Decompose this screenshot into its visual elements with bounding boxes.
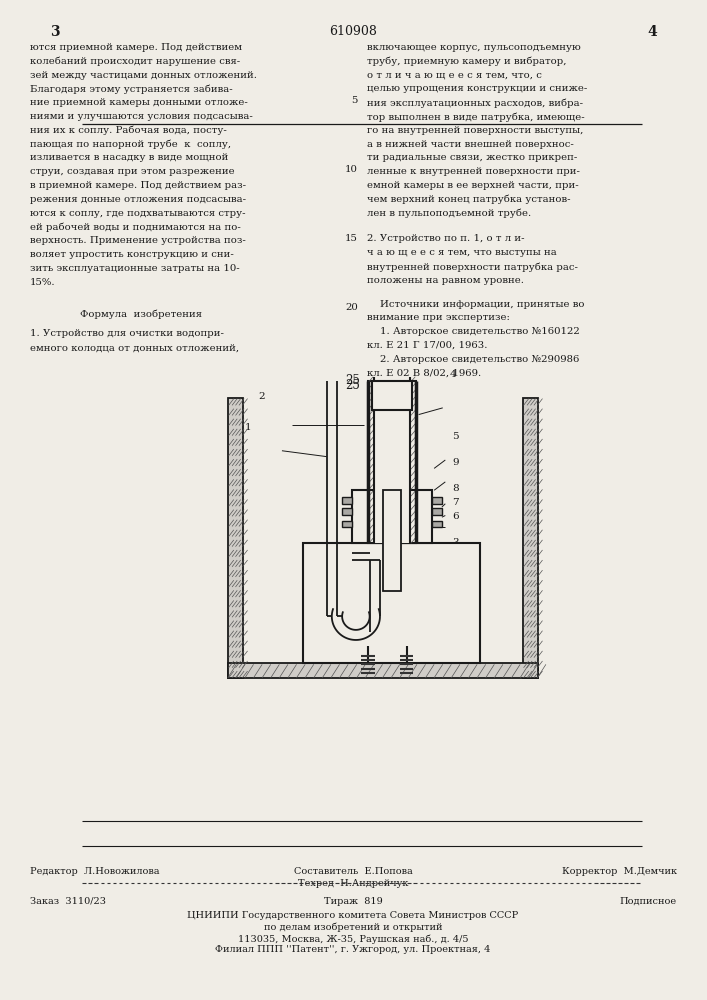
Text: положены на равном уровне.: положены на равном уровне. xyxy=(367,276,524,285)
Text: емной камеры в ее верхней части, при-: емной камеры в ее верхней части, при- xyxy=(367,181,578,190)
Text: в приемной камере. Под действием раз-: в приемной камере. Под действием раз- xyxy=(30,181,246,190)
Bar xyxy=(382,490,402,591)
Text: емного колодца от донных отложений,: емного колодца от донных отложений, xyxy=(30,343,239,352)
Text: 6: 6 xyxy=(452,512,459,521)
Text: 2. Авторское свидетельство №290986: 2. Авторское свидетельство №290986 xyxy=(367,355,579,364)
Text: целью упрощения конструкции и сниже-: целью упрощения конструкции и сниже- xyxy=(367,84,588,93)
Text: 610908: 610908 xyxy=(329,25,377,38)
Text: Подписное: Подписное xyxy=(620,897,677,906)
Text: кл. Е 02 В 8/02, 1969.: кл. Е 02 В 8/02, 1969. xyxy=(367,369,481,378)
Text: тор выполнен в виде патрубка, имеюще-: тор выполнен в виде патрубка, имеюще- xyxy=(367,112,585,121)
Text: верхность. Применение устройства поз-: верхность. Применение устройства поз- xyxy=(30,236,246,245)
Bar xyxy=(192,373,553,692)
Text: 1. Устройство для очистки водопри-: 1. Устройство для очистки водопри- xyxy=(30,329,224,338)
Text: 3: 3 xyxy=(452,538,459,547)
Text: 15%.: 15%. xyxy=(30,278,56,287)
Text: 2: 2 xyxy=(259,392,265,401)
Text: по делам изобретений и открытий: по делам изобретений и открытий xyxy=(264,923,443,932)
Text: 5: 5 xyxy=(351,96,358,105)
Text: го на внутренней поверхности выступы,: го на внутренней поверхности выступы, xyxy=(367,126,583,135)
Text: ниями и улучшаются условия подсасыва-: ниями и улучшаются условия подсасыва- xyxy=(30,112,252,121)
Text: 4: 4 xyxy=(450,370,457,379)
Text: 7: 7 xyxy=(452,498,459,507)
Text: Составитель  Е.Попова: Составитель Е.Попова xyxy=(293,867,412,876)
Bar xyxy=(431,508,442,515)
Text: ния их к соплу. Рабочая вода, посту-: ния их к соплу. Рабочая вода, посту- xyxy=(30,126,227,135)
Text: 1: 1 xyxy=(245,423,251,432)
Bar xyxy=(522,398,538,678)
Text: Благодаря этому устраняется забива-: Благодаря этому устраняется забива- xyxy=(30,84,233,94)
Text: ния эксплуатационных расходов, вибра-: ния эксплуатационных расходов, вибра- xyxy=(367,98,583,108)
Text: зей между частицами донных отложений.: зей между частицами донных отложений. xyxy=(30,71,257,80)
Bar xyxy=(372,381,411,410)
Text: лен в пульпоподъемной трубе.: лен в пульпоподъемной трубе. xyxy=(367,209,531,218)
Text: внутренней поверхности патрубка рас-: внутренней поверхности патрубка рас- xyxy=(367,262,578,271)
Bar xyxy=(368,381,416,543)
Bar xyxy=(353,490,431,543)
Text: 3: 3 xyxy=(50,25,59,39)
Text: о т л и ч а ю щ е е с я тем, что, с: о т л и ч а ю щ е е с я тем, что, с xyxy=(367,71,542,80)
Bar xyxy=(431,521,442,527)
Text: 5: 5 xyxy=(452,432,459,441)
Text: Корректор  М.Демчик: Корректор М.Демчик xyxy=(562,867,677,876)
Bar xyxy=(431,497,442,504)
Text: а в нижней части внешней поверхнос-: а в нижней части внешней поверхнос- xyxy=(367,140,574,149)
Text: 2. Устройство по п. 1, о т л и-: 2. Устройство по п. 1, о т л и- xyxy=(367,234,525,243)
Text: пающая по напорной трубе  к  соплу,: пающая по напорной трубе к соплу, xyxy=(30,140,231,149)
Text: 4: 4 xyxy=(647,25,657,39)
Text: включающее корпус, пульсоподъемную: включающее корпус, пульсоподъемную xyxy=(367,43,580,52)
Text: 10: 10 xyxy=(345,165,358,174)
Text: ти радиальные связи, жестко прикреп-: ти радиальные связи, жестко прикреп- xyxy=(367,153,577,162)
Text: трубу, приемную камеру и вибратор,: трубу, приемную камеру и вибратор, xyxy=(367,57,566,66)
Bar xyxy=(243,398,522,663)
Bar xyxy=(374,377,410,543)
Text: Источники информации, принятые во: Источники информации, принятые во xyxy=(367,300,585,309)
Bar xyxy=(342,508,353,515)
Text: 10: 10 xyxy=(462,662,475,671)
Text: ются к соплу, где подхватываются стру-: ются к соплу, где подхватываются стру- xyxy=(30,209,245,218)
Text: 8: 8 xyxy=(452,484,459,493)
Text: ей рабочей воды и поднимаются на по-: ей рабочей воды и поднимаются на по- xyxy=(30,222,241,232)
Text: режения донные отложения подсасыва-: режения донные отложения подсасыва- xyxy=(30,195,246,204)
Text: Формула  изобретения: Формула изобретения xyxy=(80,309,202,319)
Text: Тираж  819: Тираж 819 xyxy=(324,897,382,906)
Text: Заказ  3110/23: Заказ 3110/23 xyxy=(30,897,106,906)
Bar xyxy=(342,521,353,527)
Text: 25: 25 xyxy=(346,379,361,392)
Text: 20: 20 xyxy=(345,303,358,312)
Bar xyxy=(228,663,538,678)
Text: 15: 15 xyxy=(345,234,358,243)
Text: Техред  Н.Андрейчук: Техред Н.Андрейчук xyxy=(298,879,408,888)
Text: Редактор  Л.Новожилова: Редактор Л.Новожилова xyxy=(30,867,160,876)
Text: 1. Авторское свидетельство №160122: 1. Авторское свидетельство №160122 xyxy=(367,327,580,336)
Text: ются приемной камере. Под действием: ются приемной камере. Под действием xyxy=(30,43,242,52)
Text: ч а ю щ е е с я тем, что выступы на: ч а ю щ е е с я тем, что выступы на xyxy=(367,248,556,257)
Bar xyxy=(303,543,480,663)
Text: колебаний происходит нарушение свя-: колебаний происходит нарушение свя- xyxy=(30,57,240,66)
Text: чем верхний конец патрубка установ-: чем верхний конец патрубка установ- xyxy=(367,195,571,204)
Text: 9: 9 xyxy=(452,458,459,467)
Text: Филиал ППП ''Патент'', г. Ужгород, ул. Проектная, 4: Филиал ППП ''Патент'', г. Ужгород, ул. П… xyxy=(216,945,491,954)
Text: струи, создавая при этом разрежение: струи, создавая при этом разрежение xyxy=(30,167,235,176)
Bar xyxy=(228,398,243,678)
Text: 113035, Москва, Ж-35, Раушская наб., д. 4/5: 113035, Москва, Ж-35, Раушская наб., д. … xyxy=(238,935,468,944)
Text: зить эксплуатационные затраты на 10-: зить эксплуатационные затраты на 10- xyxy=(30,264,240,273)
Text: внимание при экспертизе:: внимание при экспертизе: xyxy=(367,313,510,322)
Text: ленные к внутренней поверхности при-: ленные к внутренней поверхности при- xyxy=(367,167,580,176)
Text: изливается в насадку в виде мощной: изливается в насадку в виде мощной xyxy=(30,153,228,162)
Text: воляет упростить конструкцию и сни-: воляет упростить конструкцию и сни- xyxy=(30,250,234,259)
Text: кл. Е 21 Г 17/00, 1963.: кл. Е 21 Г 17/00, 1963. xyxy=(367,341,488,350)
Text: ЦНИИПИ Государственного комитета Совета Министров СССР: ЦНИИПИ Государственного комитета Совета … xyxy=(187,911,519,920)
Text: 25: 25 xyxy=(346,374,361,387)
Bar xyxy=(342,497,353,504)
Text: ние приемной камеры донными отложе-: ние приемной камеры донными отложе- xyxy=(30,98,247,107)
